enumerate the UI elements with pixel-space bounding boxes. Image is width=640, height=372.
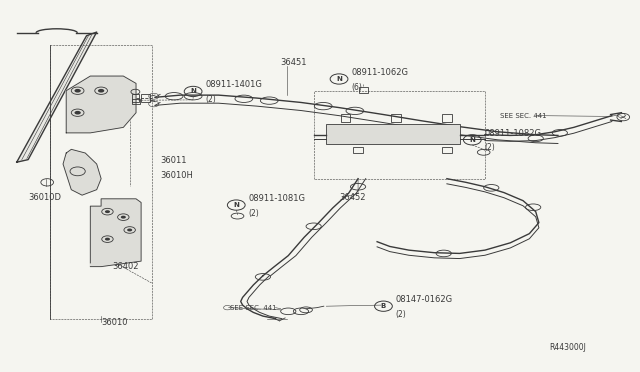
Polygon shape: [90, 199, 141, 267]
Text: 36452: 36452: [339, 193, 365, 202]
Text: 36451: 36451: [281, 58, 307, 67]
Polygon shape: [63, 149, 101, 195]
Circle shape: [98, 89, 104, 93]
Text: 36010D: 36010D: [28, 193, 61, 202]
Circle shape: [127, 228, 132, 231]
Text: 36402: 36402: [112, 262, 138, 271]
Text: (6): (6): [351, 83, 362, 92]
Text: N: N: [234, 202, 239, 208]
Text: 36010H: 36010H: [160, 170, 193, 180]
Text: 08911-1062G: 08911-1062G: [351, 68, 408, 77]
Text: 08911-1401G: 08911-1401G: [205, 80, 262, 89]
Circle shape: [105, 238, 110, 241]
Text: N: N: [190, 89, 196, 94]
Text: N: N: [336, 76, 342, 82]
Text: SEE SEC. 441: SEE SEC. 441: [500, 113, 547, 119]
Circle shape: [121, 216, 126, 219]
Circle shape: [105, 210, 110, 213]
Circle shape: [74, 111, 81, 115]
Text: 36010: 36010: [101, 318, 127, 327]
Polygon shape: [326, 124, 460, 144]
Polygon shape: [17, 32, 97, 162]
Text: (2): (2): [484, 144, 495, 153]
Text: 36011: 36011: [160, 156, 187, 165]
Circle shape: [74, 89, 81, 93]
Text: 08147-0162G: 08147-0162G: [396, 295, 452, 304]
Polygon shape: [66, 76, 136, 133]
Text: 08911-1082G: 08911-1082G: [484, 129, 541, 138]
Text: R443000J: R443000J: [550, 343, 586, 352]
Text: (2): (2): [396, 310, 406, 319]
Text: (2): (2): [205, 95, 216, 104]
Text: N: N: [469, 137, 476, 143]
Text: 08911-1081G: 08911-1081G: [248, 194, 305, 203]
Text: SEE SEC. 441: SEE SEC. 441: [230, 305, 276, 311]
Text: (2): (2): [248, 209, 259, 218]
Text: B: B: [381, 303, 386, 309]
